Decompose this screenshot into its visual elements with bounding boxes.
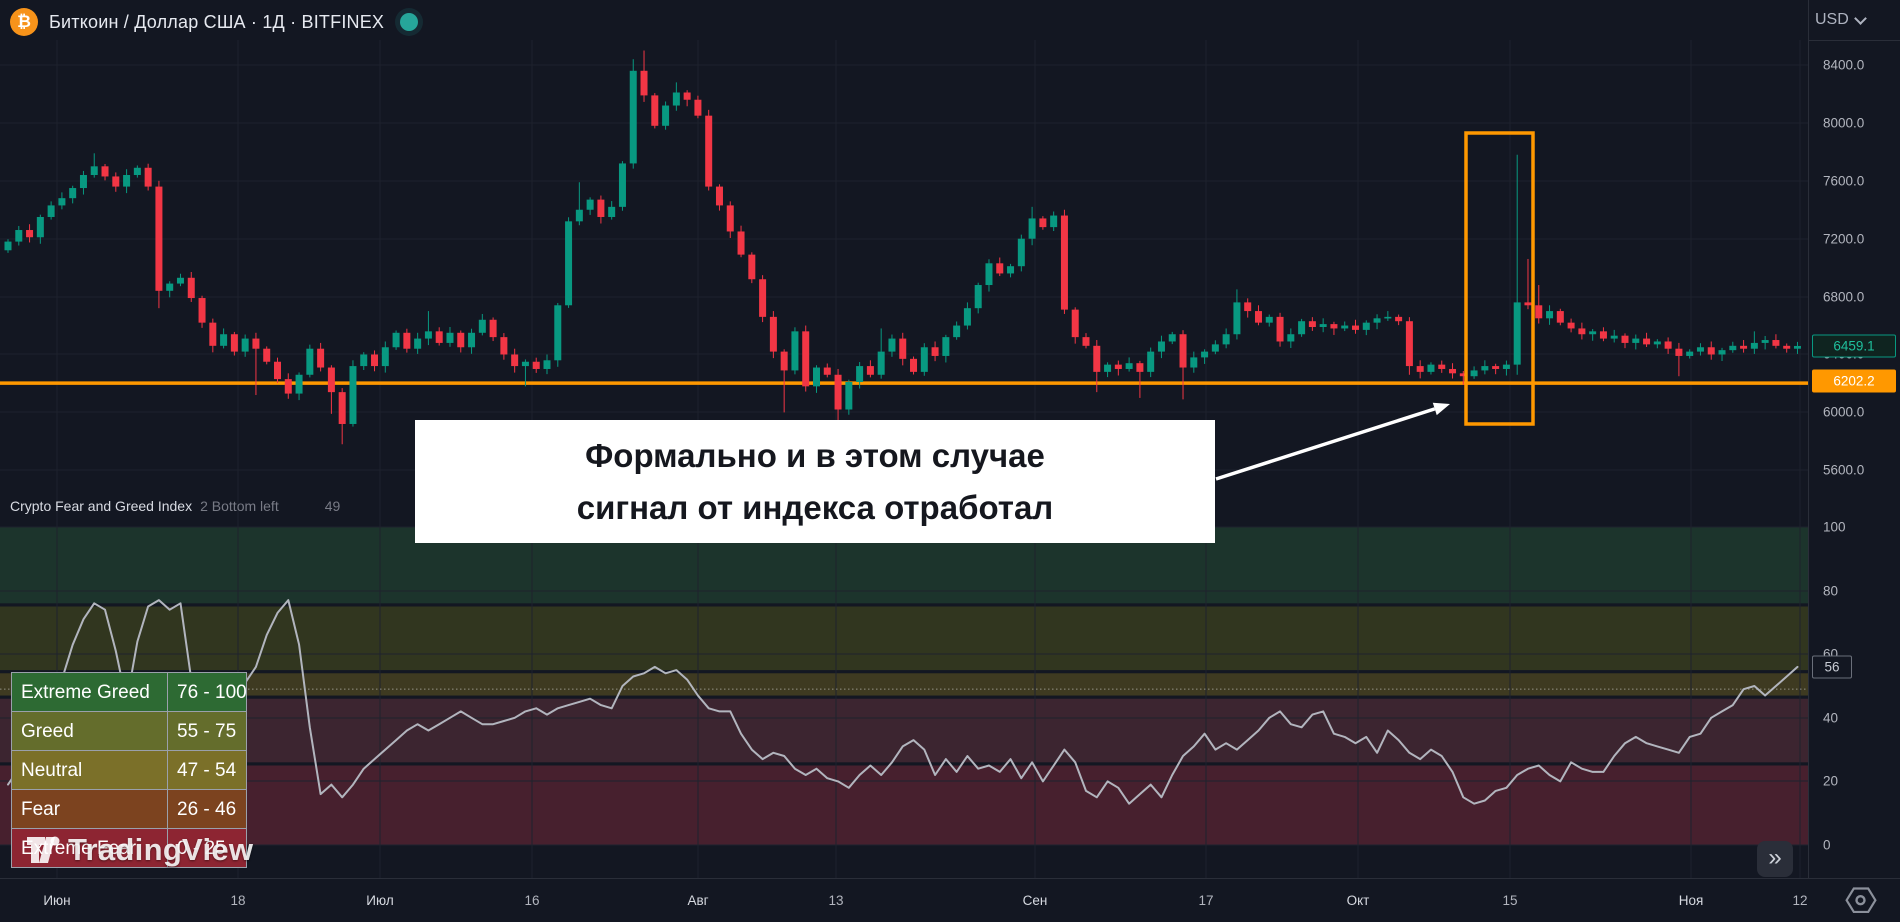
scroll-to-recent-button[interactable]: »	[1757, 841, 1793, 877]
price-tick-label: 5600.0	[1823, 462, 1865, 478]
annotation-arrow[interactable]	[1215, 407, 1436, 481]
indicator-value: 49	[324, 498, 341, 514]
highlight-rectangle[interactable]	[1464, 131, 1535, 426]
legend-zone-range: 47 - 54	[168, 751, 247, 790]
fg-tick-label: 40	[1823, 710, 1839, 726]
annotation-line-2: сигнал от индекса отработал	[576, 488, 1054, 526]
fg-zone-bands	[0, 527, 1808, 845]
time-tick-label: Сен	[1022, 893, 1048, 908]
legend-zone-name: Extreme Greed	[12, 673, 168, 712]
annotation-note[interactable]: Формально и в этом случае сигнал от инде…	[415, 420, 1215, 543]
time-tick-label: 17	[1198, 893, 1214, 908]
legend-row: Neutral 47 - 54	[12, 751, 247, 790]
legend-zone-name: Fear	[12, 790, 168, 829]
fg-line	[7, 599, 1799, 805]
fg-current-value-label: 56	[1812, 655, 1852, 679]
time-tick-label: Ноя	[1678, 893, 1704, 908]
bitcoin-icon: ₿	[10, 8, 38, 36]
time-tick-label: Июл	[366, 893, 394, 908]
fg-tick-label: 80	[1823, 583, 1839, 599]
market-status-icon	[400, 13, 419, 31]
symbol-title[interactable]: Биткоин / Доллар США · 1Д · BITFINEX	[49, 11, 385, 32]
annotation-arrow-head	[1432, 402, 1450, 416]
axis-settings-icon[interactable]	[1843, 884, 1881, 920]
price-tick-label: 8400.0	[1823, 57, 1865, 73]
currency-label: USD	[1815, 11, 1849, 28]
time-tick-label: Июн	[43, 893, 71, 908]
legend-row: Fear 26 - 46	[12, 790, 247, 829]
price-tick-label: 6000.0	[1823, 404, 1865, 420]
fear-greed-legend-table: Extreme Greed 76 - 100 Greed 55 - 75 Neutral…	[11, 672, 247, 868]
legend-zone-name: Neutral	[12, 751, 168, 790]
time-tick-label: 16	[524, 893, 540, 908]
time-tick-label: 13	[828, 893, 844, 908]
time-tick-label: 15	[1502, 893, 1518, 908]
currency-dropdown[interactable]: USD	[1815, 11, 1867, 29]
watermark-text: TradingView	[68, 832, 254, 867]
legend-zone-range: 0 - 25	[168, 829, 247, 868]
legend-zone-range: 26 - 46	[168, 790, 247, 829]
time-tick-label: 12	[1792, 893, 1808, 908]
symbol-header[interactable]: ₿ Биткоин / Доллар США · 1Д · BITFINEX	[10, 8, 419, 36]
candlestick-series	[4, 50, 1801, 445]
tradingview-watermark: TradingView	[26, 832, 253, 868]
legend-zone-name: Greed	[12, 712, 168, 751]
time-tick-label: Окт	[1346, 893, 1370, 908]
price-axis[interactable]: 8400.08000.07600.07200.06800.06400.06000…	[1808, 0, 1900, 922]
legend-row: Extreme Greed 76 - 100	[12, 673, 247, 712]
last-price-label: 6459.1	[1812, 334, 1896, 358]
indicator-header[interactable]: Crypto Fear and Greed Index 2 Bottom lef…	[10, 493, 340, 519]
time-axis[interactable]: Июн 18 Июл 16 Авг 13 Сен 17 Окт 15 Ноя 12	[0, 878, 1900, 922]
orange-level-label: 6202.2	[1812, 369, 1896, 393]
price-tick-label: 8000.0	[1823, 115, 1865, 131]
legend-zone-range: 55 - 75	[168, 712, 247, 751]
gridlines	[0, 40, 1808, 878]
time-tick-label: Авг	[687, 893, 709, 908]
indicator-params: 2 Bottom left	[200, 498, 279, 514]
fg-tick-label: 0	[1823, 837, 1831, 853]
fg-tick-label: 20	[1823, 773, 1839, 789]
fg-tick-label: 100	[1823, 519, 1846, 535]
legend-zone-range: 76 - 100	[168, 673, 247, 712]
price-tick-label: 6800.0	[1823, 289, 1865, 305]
annotation-line-1: Формально и в этом случае	[585, 437, 1045, 475]
indicator-title[interactable]: Crypto Fear and Greed Index	[10, 498, 193, 514]
legend-row: Greed 55 - 75	[12, 712, 247, 751]
axis-divider	[1809, 40, 1900, 41]
price-tick-label: 7200.0	[1823, 231, 1865, 247]
time-tick-label: 18	[230, 893, 246, 908]
price-tick-label: 7600.0	[1823, 173, 1865, 189]
chevron-down-icon	[1853, 11, 1867, 25]
double-chevron-right-icon: »	[1768, 843, 1782, 871]
tradingview-logo-icon	[27, 836, 60, 863]
